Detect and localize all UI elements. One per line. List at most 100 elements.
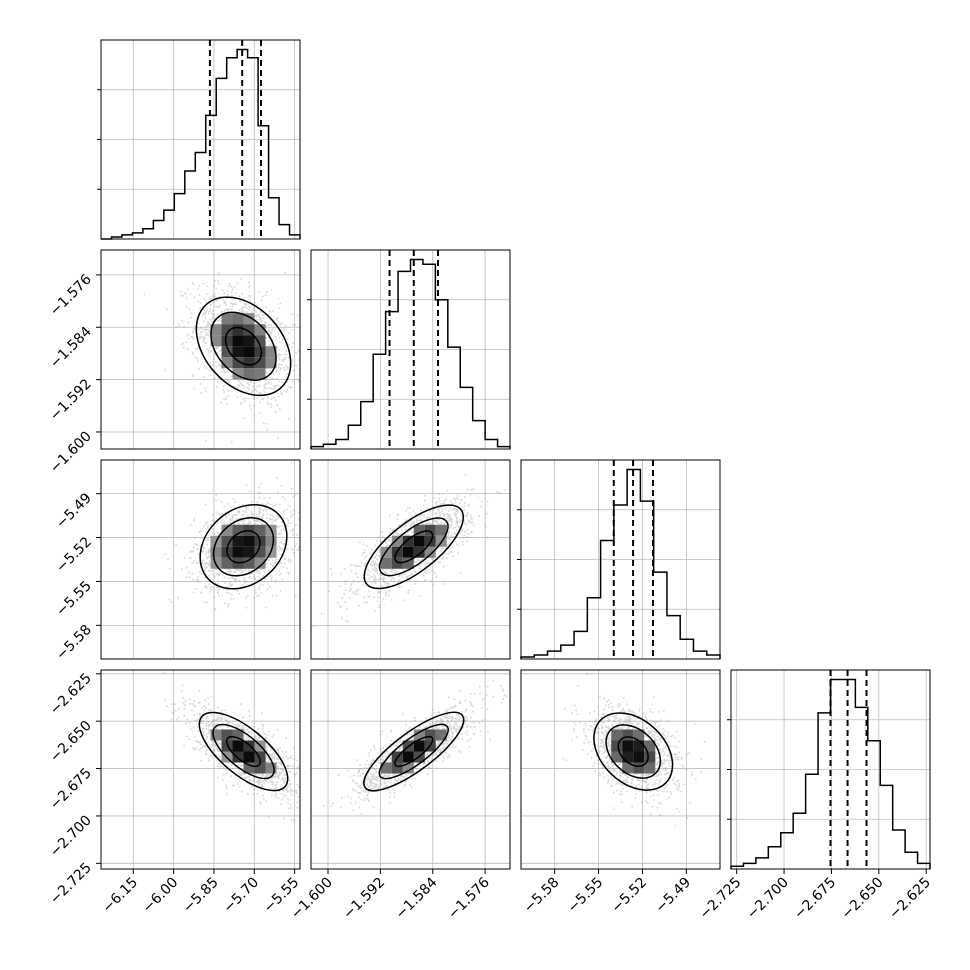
scatter-panel-3-1	[310, 669, 511, 870]
x-tick-label: −1.592	[340, 875, 388, 923]
x-tick-label: −2.625	[886, 875, 934, 923]
density-cell	[622, 762, 634, 774]
density-cell	[221, 335, 233, 347]
histogram-2	[520, 468, 721, 659]
y-tick-label: −2.700	[47, 812, 95, 860]
y-tick-label: −5.58	[53, 622, 95, 664]
density-cell	[254, 524, 266, 536]
x-tick-label: −2.675	[791, 875, 839, 923]
panel-frame	[310, 459, 511, 660]
y-tick-label: −1.576	[47, 271, 95, 319]
density-cell	[633, 751, 645, 763]
x-tick-label: −6.15	[99, 875, 141, 917]
panel-frame	[310, 669, 511, 870]
density-cell	[243, 762, 255, 774]
density-cell	[243, 335, 255, 347]
density-cell	[221, 524, 233, 536]
density-cell	[254, 751, 266, 763]
density-cell	[402, 557, 414, 569]
density-cell	[243, 740, 255, 752]
contour-line	[198, 711, 289, 792]
contour-line	[195, 296, 292, 397]
density-cell	[232, 729, 244, 741]
density-cell	[232, 740, 244, 752]
density-cell	[611, 740, 623, 752]
density-cell	[210, 335, 222, 347]
density-cell	[254, 357, 266, 369]
contour-line	[394, 530, 434, 564]
density-cell	[254, 324, 266, 336]
density-cell	[221, 557, 233, 569]
density-cell	[243, 751, 255, 763]
hist-frame-2	[520, 459, 721, 660]
density-cell	[254, 557, 266, 569]
density-cell	[622, 729, 634, 741]
density-cell	[221, 740, 233, 752]
density-cell	[221, 357, 233, 369]
y-tick-label: −1.600	[47, 429, 95, 477]
contour-line	[226, 530, 261, 564]
hist-panel-2	[517, 459, 721, 660]
density-cell	[402, 762, 414, 774]
density-cell	[243, 357, 255, 369]
density-cell	[232, 546, 244, 558]
contour-line	[394, 735, 434, 768]
density-cell	[380, 762, 392, 774]
x-tick-label: −5.70	[220, 875, 262, 917]
density-cell	[210, 729, 222, 741]
contour-line	[224, 326, 263, 366]
density-cell	[402, 751, 414, 763]
density-cell	[221, 535, 233, 547]
density-cell	[243, 313, 255, 325]
density-cell	[232, 313, 244, 325]
density-cell	[402, 546, 414, 558]
density-cell	[380, 557, 392, 569]
scatter-panel-3-2	[520, 669, 721, 870]
density-cell	[232, 368, 244, 380]
histogram-1	[310, 258, 511, 449]
density-cell	[265, 762, 277, 774]
hist-frame-0	[100, 39, 301, 240]
y-tick-label: −1.584	[47, 324, 95, 372]
density-cell	[243, 546, 255, 558]
density-cell	[413, 546, 425, 558]
panel-frame	[100, 459, 301, 660]
density-cell	[232, 324, 244, 336]
density-cell	[232, 524, 244, 536]
density-cell	[232, 535, 244, 547]
x-tick-label: −1.576	[445, 874, 493, 922]
hist-frame-3	[730, 669, 931, 870]
contour-line	[363, 504, 465, 590]
x-tick-label: −5.58	[521, 875, 563, 917]
density-cell	[243, 346, 255, 358]
hist-frame-1	[310, 249, 511, 450]
density-cell	[221, 324, 233, 336]
density-cell	[265, 535, 277, 547]
density-cell	[254, 335, 266, 347]
density-cell	[221, 313, 233, 325]
density-cell	[424, 524, 436, 536]
density-cell	[391, 762, 403, 774]
density-cell	[611, 751, 623, 763]
density-cell	[622, 740, 634, 752]
scatter-panel-2-0	[100, 459, 301, 660]
density-cell	[413, 729, 425, 741]
density-cell	[265, 346, 277, 358]
density-cell	[644, 751, 656, 763]
density-cell	[210, 324, 222, 336]
density-cell	[254, 546, 266, 558]
x-tick-label: −5.52	[609, 875, 651, 917]
density-cell	[221, 346, 233, 358]
x-tick-label: −5.55	[565, 875, 607, 917]
x-tick-label: −5.49	[652, 875, 694, 917]
contour-line	[212, 723, 275, 780]
density-cell	[424, 546, 436, 558]
density-cell	[243, 535, 255, 547]
density-cell	[221, 729, 233, 741]
panel-frame	[100, 669, 301, 870]
contour-line	[605, 724, 662, 779]
scatter-panel-2-1	[310, 459, 511, 660]
density-cell	[424, 729, 436, 741]
y-tick-label: −5.49	[53, 490, 95, 532]
